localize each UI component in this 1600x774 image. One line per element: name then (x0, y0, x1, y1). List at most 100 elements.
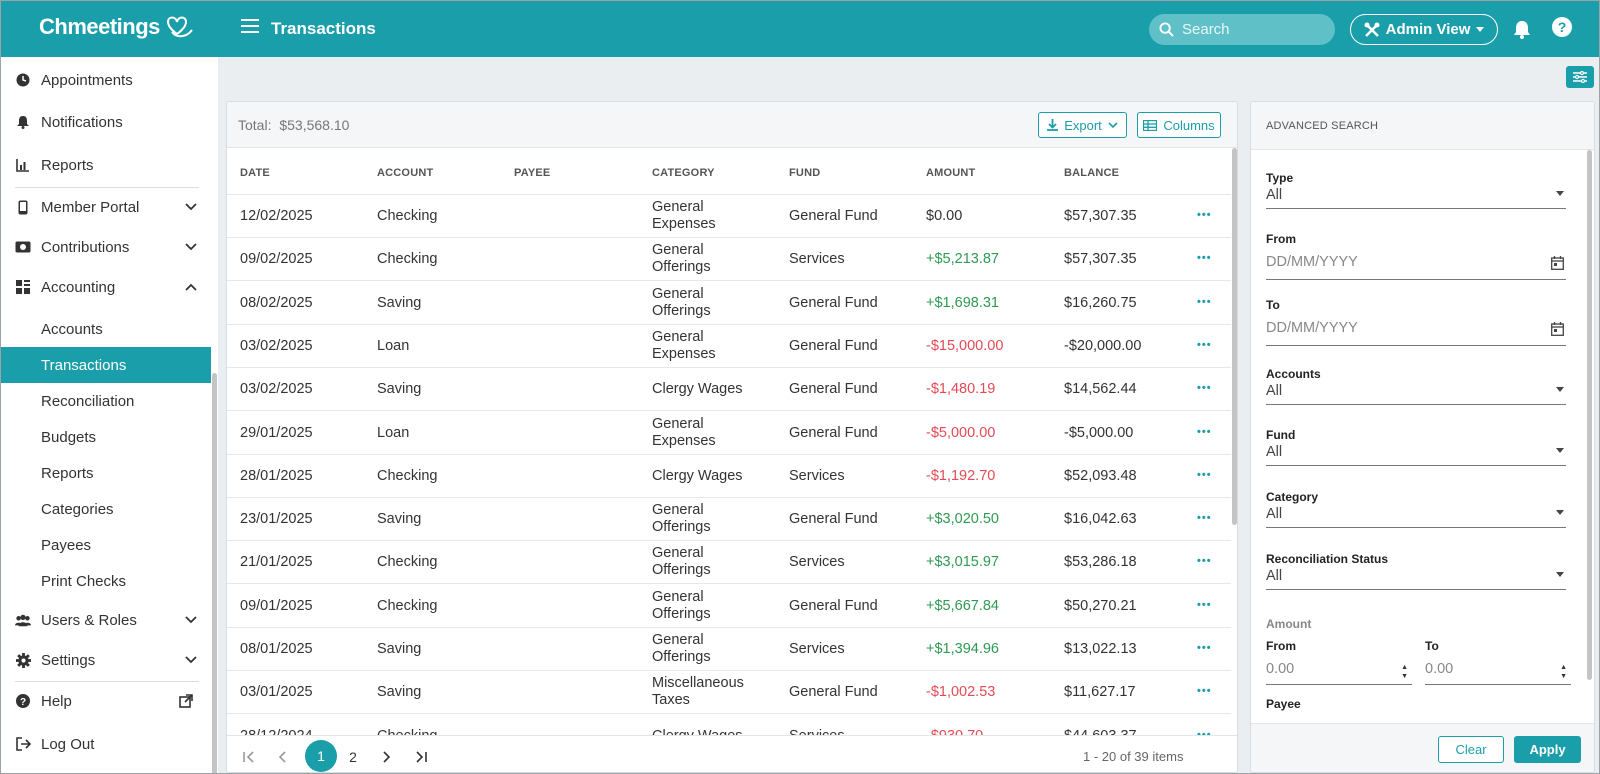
first-page-icon[interactable] (234, 742, 264, 772)
table-row[interactable]: 21/01/2025 Checking General Offerings Servic… (227, 541, 1231, 585)
type-field: Type All (1266, 171, 1566, 209)
row-actions-icon[interactable]: ••• (1197, 338, 1212, 351)
cell-category: General Expenses (652, 416, 716, 450)
row-actions-icon[interactable]: ••• (1197, 728, 1212, 735)
export-button[interactable]: Export (1038, 112, 1127, 138)
cell-category-line: General (652, 588, 704, 605)
number-spinner-icon[interactable]: ▲ ▼ (1560, 664, 1567, 680)
table-row[interactable]: 03/02/2025 Loan General Expenses General Fun… (227, 325, 1231, 368)
row-actions-icon[interactable]: ••• (1197, 382, 1212, 395)
table-row[interactable]: 09/01/2025 Checking General Offerings Genera… (227, 585, 1231, 628)
clear-button[interactable]: Clear (1438, 736, 1504, 763)
row-actions-icon[interactable]: ••• (1197, 642, 1212, 654)
page-2-button[interactable]: 2 (349, 749, 357, 765)
tools-icon (1364, 22, 1380, 37)
col-header-fund[interactable]: FUND (789, 167, 821, 179)
calendar-icon[interactable] (1551, 256, 1564, 270)
table-row[interactable]: 03/01/2025 Saving Miscellaneous Taxes Genera… (227, 671, 1231, 715)
cell-fund: General Fund (789, 337, 878, 354)
amount-from-input[interactable]: 0.00 ▲ ▼ (1266, 661, 1412, 685)
category-value: All (1266, 506, 1283, 522)
sidebar-sub-payees[interactable]: Payees (41, 536, 92, 554)
cell-category: General Offerings (652, 286, 711, 320)
col-header-amount[interactable]: AMOUNT (926, 167, 976, 179)
row-actions-icon[interactable]: ••• (1197, 425, 1212, 438)
reconciliation-status-select[interactable]: All (1266, 568, 1566, 590)
next-page-icon[interactable] (371, 742, 401, 772)
page-1-button[interactable]: 1 (305, 740, 337, 772)
sidebar-item-notifications[interactable]: Notifications (1, 110, 211, 134)
columns-button[interactable]: Columns (1137, 112, 1221, 138)
sidebar-item-label: Help (41, 692, 72, 710)
from-date-label: From (1266, 232, 1296, 246)
sidebar-sub-transactions[interactable]: Transactions (1, 347, 211, 383)
col-header-category[interactable]: CATEGORY (652, 167, 715, 179)
advanced-search-scrollbar[interactable] (1587, 150, 1592, 680)
prev-page-icon[interactable] (268, 742, 298, 772)
last-page-icon[interactable] (406, 742, 436, 772)
table-row[interactable]: 09/02/2025 Checking General Offerings Servic… (227, 238, 1231, 282)
type-select[interactable]: All (1266, 187, 1566, 209)
table-row[interactable]: 08/01/2025 Saving General Offerings Services… (227, 628, 1231, 671)
amount-to-input[interactable]: 0.00 ▲ ▼ (1425, 661, 1571, 685)
table-row[interactable]: 12/02/2025 Checking General Expenses General… (227, 195, 1231, 238)
sidebar-item-label: Contributions (41, 238, 130, 256)
apply-button[interactable]: Apply (1514, 736, 1581, 763)
sidebar-item-member-portal[interactable]: Member Portal (1, 195, 211, 219)
col-header-account[interactable]: ACCOUNT (377, 167, 434, 179)
table-row[interactable]: 28/01/2025 Checking Clergy Wages Services -$… (227, 455, 1231, 498)
table-row[interactable]: 28/12/2024 Checking Clergy Wages Services -$… (227, 715, 1231, 735)
sidebar-item-appointments[interactable]: Appointments (1, 68, 211, 92)
search-input[interactable] (1182, 21, 1322, 38)
row-actions-icon[interactable]: ••• (1197, 512, 1212, 525)
table-row[interactable]: 03/02/2025 Saving Clergy Wages General Fund… (227, 368, 1231, 412)
sidebar-sub-categories[interactable]: Categories (41, 500, 114, 518)
cell-amount: -$1,002.53 (926, 684, 996, 701)
row-actions-icon[interactable]: ••• (1197, 468, 1212, 481)
table-scrollbar[interactable] (1231, 148, 1237, 736)
row-actions-icon[interactable]: ••• (1197, 555, 1212, 568)
admin-view-button[interactable]: Admin View (1350, 14, 1498, 45)
sidebar-item-label: Log Out (41, 735, 95, 753)
accounts-select[interactable]: All (1266, 383, 1566, 405)
table-row[interactable]: 29/01/2025 Loan General Expenses General Fun… (227, 412, 1231, 455)
category-select[interactable]: All (1266, 506, 1566, 528)
sidebar-item-reports[interactable]: Reports (1, 153, 211, 177)
row-actions-icon[interactable]: ••• (1197, 598, 1212, 611)
cell-fund: General Fund (789, 424, 878, 441)
sidebar-item-contributions[interactable]: Contributions (1, 235, 211, 259)
from-date-input[interactable]: DD/MM/YYYY (1266, 254, 1566, 280)
sidebar-item-users-roles[interactable]: Users & Roles (1, 608, 211, 632)
filter-settings-button[interactable] (1566, 66, 1594, 88)
row-actions-icon[interactable]: ••• (1197, 209, 1212, 221)
row-actions-icon[interactable]: ••• (1197, 252, 1212, 265)
sidebar-scrollbar[interactable] (212, 373, 217, 773)
sidebar-sub-reconciliation[interactable]: Reconciliation (41, 392, 135, 410)
col-header-date[interactable]: DATE (240, 167, 270, 179)
sidebar-item-accounting[interactable]: Accounting (1, 275, 211, 299)
help-icon[interactable]: ? (1551, 16, 1573, 38)
sidebar-item-logout[interactable]: Log Out (1, 732, 211, 756)
sidebar-sub-accounts[interactable]: Accounts (41, 320, 103, 338)
row-actions-icon[interactable]: ••• (1197, 295, 1212, 308)
bell-icon[interactable] (1511, 18, 1533, 40)
number-spinner-icon[interactable]: ▲ ▼ (1401, 664, 1408, 680)
search-box[interactable] (1149, 14, 1335, 45)
fund-select[interactable]: All (1266, 444, 1566, 466)
sidebar-item-help[interactable]: ? Help (1, 689, 211, 713)
sidebar-sub-budgets[interactable]: Budgets (41, 428, 97, 446)
calendar-icon[interactable] (1551, 322, 1564, 336)
to-date-input[interactable]: DD/MM/YYYY (1266, 320, 1566, 346)
table-row[interactable]: 08/02/2025 Saving General Offerings General … (227, 282, 1231, 325)
row-actions-icon[interactable]: ••• (1197, 685, 1212, 698)
col-header-balance[interactable]: BALANCE (1064, 167, 1120, 179)
col-header-payee[interactable]: PAYEE (514, 167, 551, 179)
sidebar-sub-reports[interactable]: Reports (41, 464, 94, 482)
table-row[interactable]: 23/01/2025 Saving General Offerings General … (227, 498, 1231, 542)
logo[interactable]: Chmeetings (39, 14, 194, 40)
sidebar-sub-print-checks[interactable]: Print Checks (41, 572, 127, 590)
cell-category: General Expenses (652, 199, 716, 233)
menu-toggle-icon[interactable] (241, 19, 259, 33)
columns-label: Columns (1163, 117, 1215, 133)
sidebar-item-settings[interactable]: Settings (1, 648, 211, 672)
